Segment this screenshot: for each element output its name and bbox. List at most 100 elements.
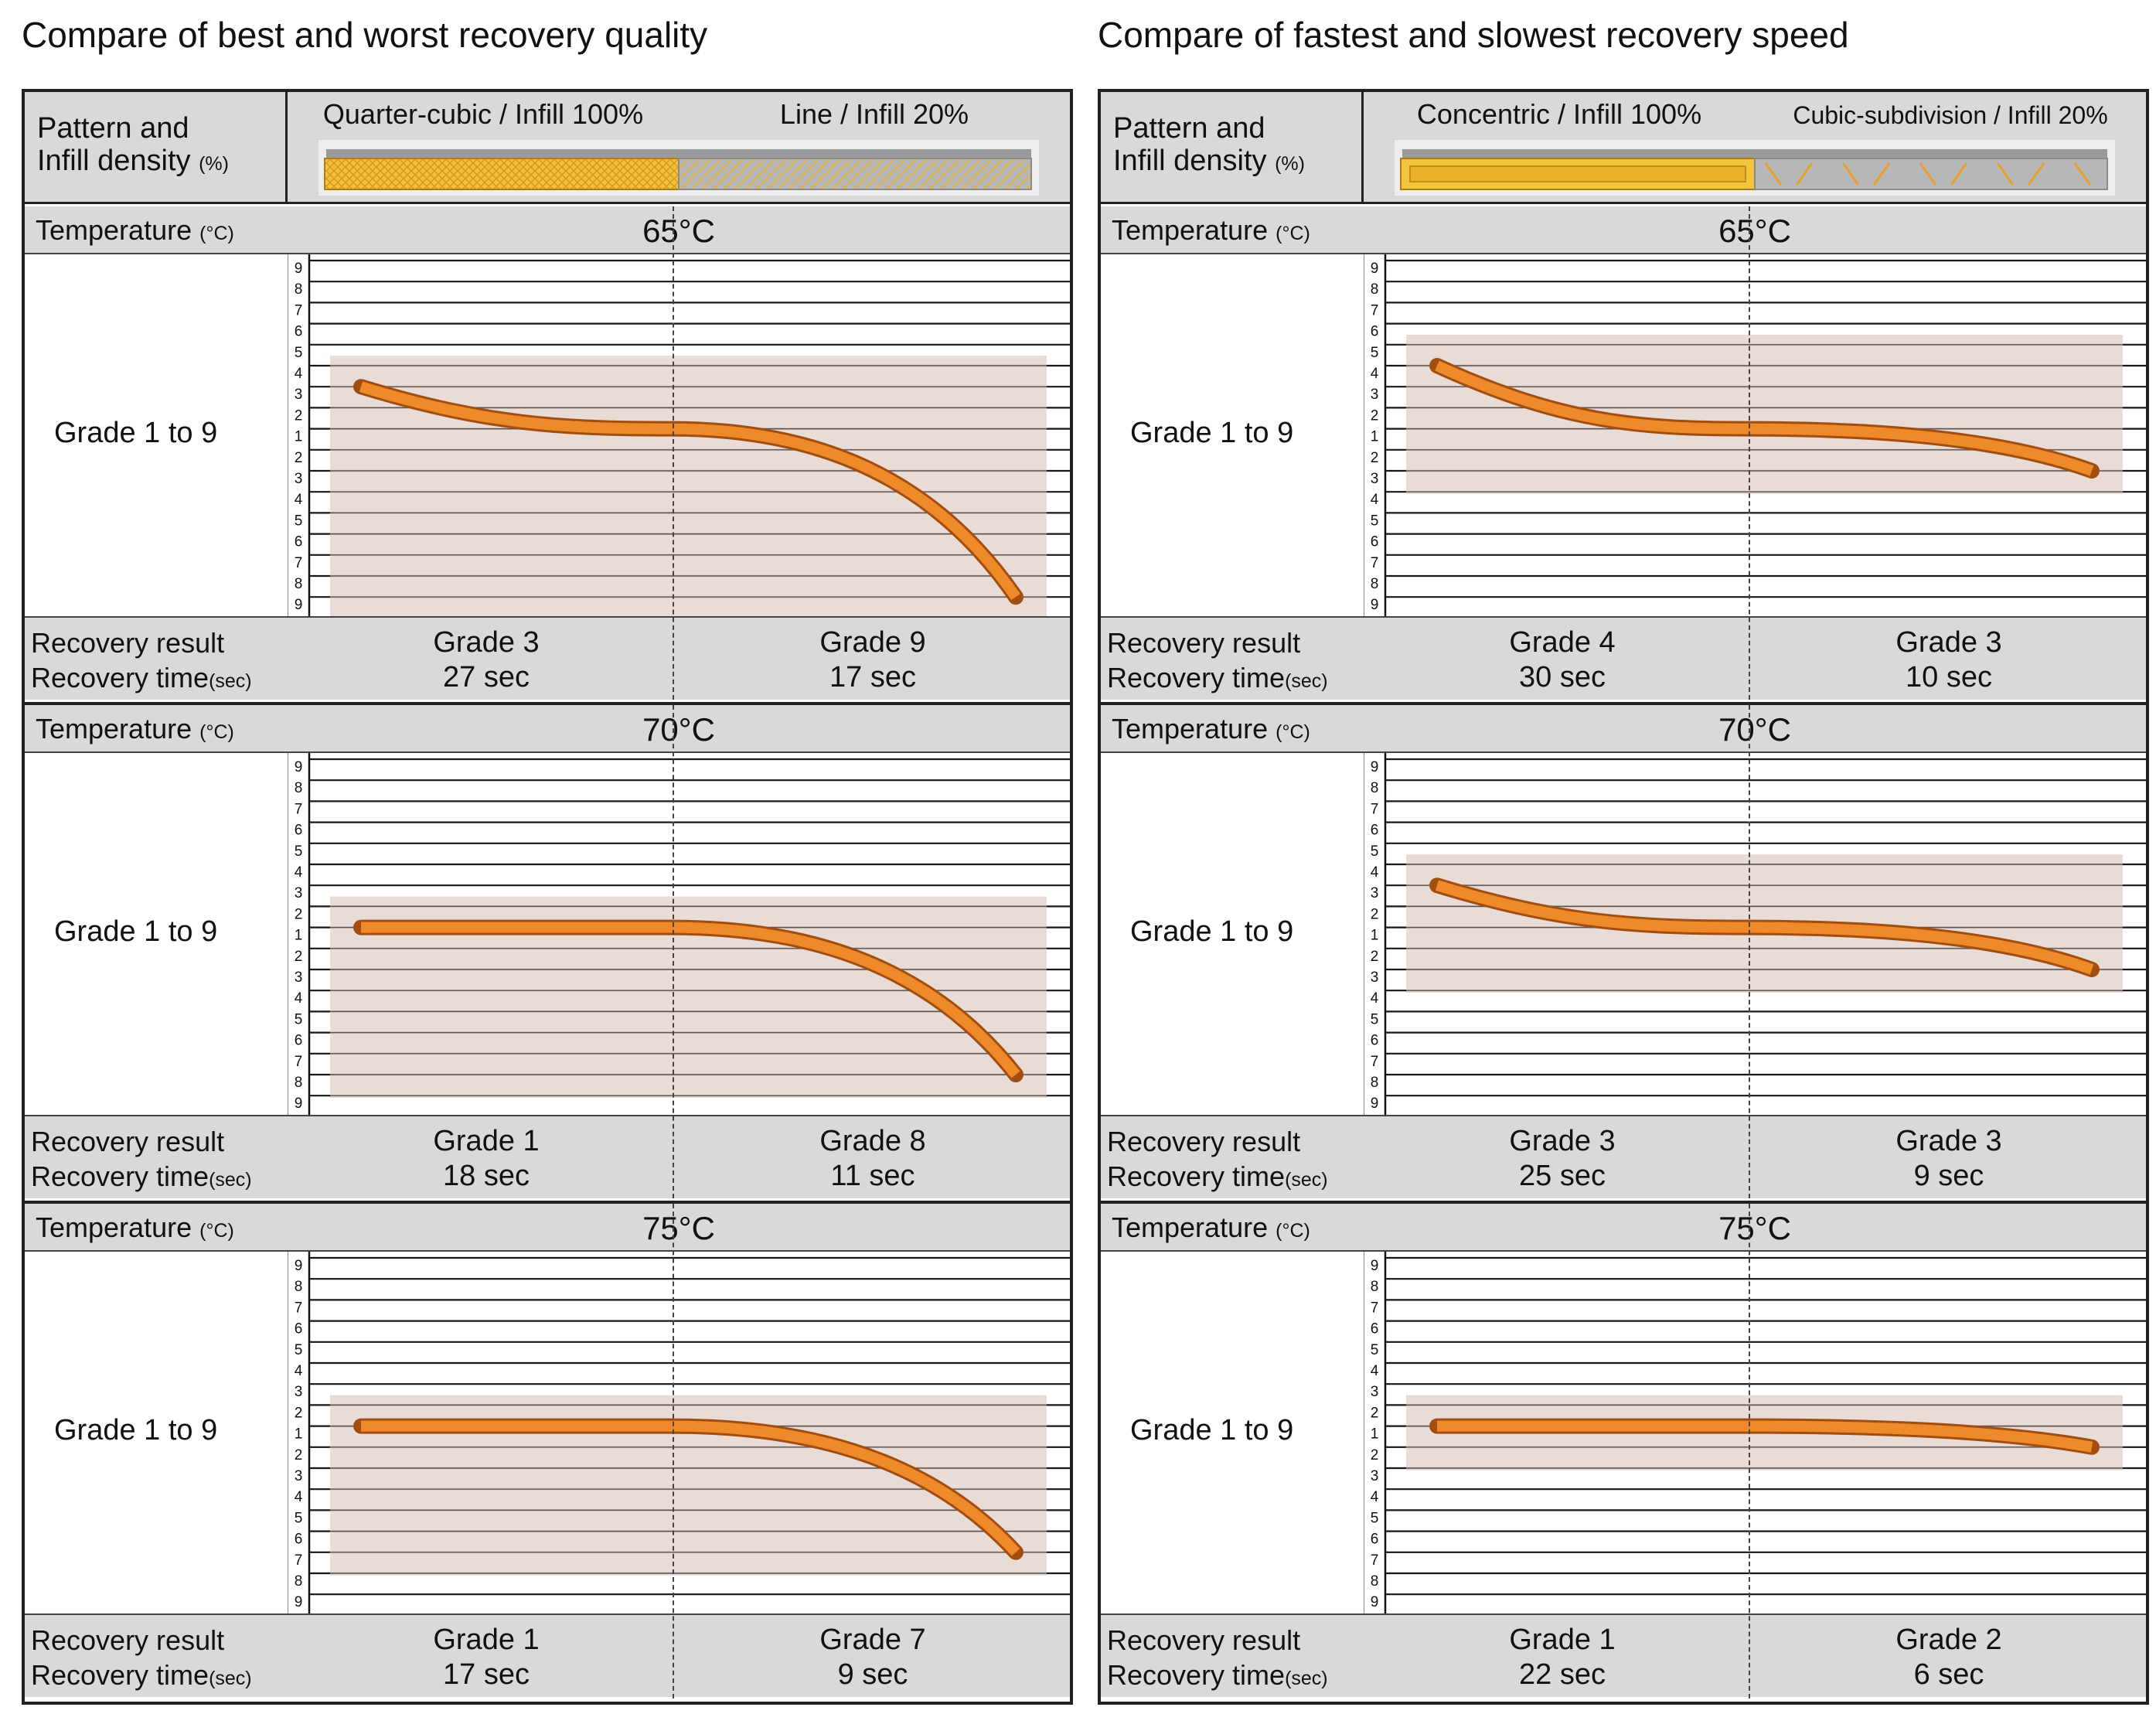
left-grade-result: Grade 1	[433, 1125, 540, 1157]
right-recovery-time: 11 sec	[830, 1160, 915, 1192]
temperature-label: Temperature	[36, 713, 192, 745]
recovery-chart: 9 8 7 6 5 4 3 2 1 2 3 4 5 6 7 8 9	[288, 1252, 1070, 1613]
recovery-chart: 9 8 7 6 5 4 3 2 1 2 3 4 5 6 7 8 9	[1364, 1252, 2146, 1613]
right-recovery-time: 9 sec	[837, 1658, 908, 1691]
grade-tick-label: 7	[1371, 1552, 1379, 1569]
grade-tick-label: 4	[1371, 1489, 1379, 1505]
grade-tick-label: 7	[295, 1552, 303, 1569]
grade-range-label: Grade 1 to 9	[1130, 915, 1294, 948]
grade-tick-label: 7	[1371, 1300, 1379, 1316]
recovery-result-label: Recovery result	[1107, 627, 1301, 659]
left-recovery-time: 18 sec	[443, 1160, 530, 1192]
grade-tick-label: 8	[295, 1573, 303, 1590]
grade-tick-label: 4	[295, 366, 303, 382]
grade-tick-label: 5	[295, 345, 303, 361]
recovery-chart: 9 8 7 6 5 4 3 2 1 2 3 4 5 6 7 8 9	[288, 254, 1070, 616]
grade-tick-label: 6	[1371, 1321, 1379, 1337]
right-recovery-time: 6 sec	[1913, 1658, 1984, 1691]
specimen-image	[1395, 140, 2115, 196]
grade-tick-label: 6	[1371, 823, 1379, 839]
temperature-block-75: Temperature (°C) 75°C Grade 1 to 9 9 8 7 6 5…	[1101, 1204, 2146, 1702]
grade-tick-label: 5	[295, 843, 303, 860]
temperature-value: 70°C	[642, 711, 715, 748]
right-grade-result: Grade 3	[1895, 626, 2002, 659]
grade-tick-label: 2	[295, 1405, 303, 1421]
grade-tick-label: 4	[1371, 492, 1379, 508]
grade-tick-label: 5	[1371, 513, 1379, 529]
grade-tick-label: 3	[295, 387, 303, 403]
grade-tick-label: 9	[295, 1258, 303, 1274]
grade-tick-label: 9	[1371, 1258, 1379, 1274]
left-recovery-time: 17 sec	[443, 1658, 530, 1691]
grade-tick-label: 3	[1371, 1384, 1379, 1400]
panel-title: Compare of best and worst recovery quali…	[22, 15, 708, 55]
grade-tick-label: 8	[1371, 1279, 1379, 1295]
grade-range-label: Grade 1 to 9	[54, 1414, 218, 1446]
comparison-panel-quality: Pattern and Infill density (%) Quarter-c…	[22, 89, 1073, 1705]
temperature-block-70: Temperature (°C) 70°C Grade 1 to 9 9 8 7 6 5…	[1101, 705, 2146, 1204]
grade-tick-label: 4	[295, 1363, 303, 1379]
left-grade-result: Grade 3	[433, 626, 540, 659]
grade-tick-label: 7	[295, 302, 303, 319]
left-grade-result: Grade 1	[1509, 1624, 1616, 1656]
pattern-label: Pattern and	[1113, 112, 1265, 145]
recovery-time-label: Recovery time	[31, 1659, 209, 1691]
grade-tick-label: 2	[1371, 1405, 1379, 1421]
grade-range-label: Grade 1 to 9	[54, 417, 218, 449]
grade-tick-label: 5	[295, 513, 303, 529]
temperature-value: 65°C	[642, 213, 715, 249]
grade-tick-label: 8	[1371, 281, 1379, 298]
temperature-label: Temperature	[1112, 214, 1269, 246]
grade-tick-label: 6	[1371, 1033, 1379, 1049]
grade-tick-label: 7	[295, 555, 303, 571]
sec-unit: (sec)	[1285, 1169, 1328, 1191]
grade-tick-label: 9	[1371, 597, 1379, 613]
recovered-specimen-curve	[1435, 880, 2094, 975]
grade-tick-label: 4	[295, 492, 303, 508]
grade-range-label: Grade 1 to 9	[1130, 417, 1294, 449]
grade-tick-label: 9	[1371, 261, 1379, 277]
right-recovery-time: 17 sec	[829, 661, 916, 693]
pattern-label: Pattern and	[37, 112, 189, 145]
divider-line	[673, 705, 674, 1198]
comparison-panel-speed: Pattern and Infill density (%) Concentri…	[1098, 89, 2149, 1705]
grade-tick-label: 3	[295, 471, 303, 487]
grade-tick-label: 4	[295, 1489, 303, 1505]
divider-line	[1749, 1204, 1750, 1699]
grade-tick-label: 8	[1371, 576, 1379, 592]
grade-tick-label: 5	[1371, 843, 1379, 860]
grade-tick-label: 2	[1371, 949, 1379, 965]
sec-unit: (sec)	[1285, 670, 1328, 692]
grade-tick-label: 1	[1371, 928, 1379, 944]
grade-tick-label: 5	[1371, 1342, 1379, 1358]
temperature-value: 65°C	[1718, 213, 1791, 249]
grade-tick-label: 8	[1371, 1075, 1379, 1091]
percent-unit: (%)	[199, 153, 229, 175]
grade-tick-label: 4	[295, 990, 303, 1007]
grade-tick-label: 7	[1371, 1054, 1379, 1070]
temperature-label: Temperature	[1112, 713, 1269, 745]
temperature-block-70: Temperature (°C) 70°C Grade 1 to 9 9 8 7 6 5…	[25, 705, 1070, 1204]
grade-tick-label: 8	[1371, 1573, 1379, 1590]
grade-tick-label: 9	[295, 597, 303, 613]
pattern-header-row: Pattern and Infill density (%) Quarter-c…	[25, 92, 1070, 204]
grade-tick-label: 3	[295, 1384, 303, 1400]
celsius-unit: (°C)	[199, 223, 234, 244]
grade-tick-label: 9	[295, 261, 303, 277]
temperature-value: 75°C	[642, 1210, 715, 1246]
pattern-header-row: Pattern and Infill density (%) Concentri…	[1101, 92, 2146, 204]
grade-tick-label: 8	[1371, 780, 1379, 796]
grade-tick-label: 9	[295, 1594, 303, 1610]
divider-line	[673, 1204, 674, 1699]
grade-tick-label: 7	[295, 801, 303, 817]
grade-tick-label: 2	[295, 906, 303, 922]
recovery-time-label: Recovery time	[31, 1160, 209, 1192]
grade-tick-label: 7	[1371, 801, 1379, 817]
left-recovery-time: 27 sec	[443, 661, 530, 693]
right-grade-result: Grade 8	[819, 1125, 926, 1157]
recovered-specimen-curve	[359, 381, 1020, 601]
grade-tick-label: 3	[1371, 885, 1379, 901]
grade-tick-label: 9	[295, 759, 303, 775]
left-recovery-time: 30 sec	[1519, 661, 1606, 693]
left-recovery-time: 25 sec	[1519, 1160, 1606, 1192]
